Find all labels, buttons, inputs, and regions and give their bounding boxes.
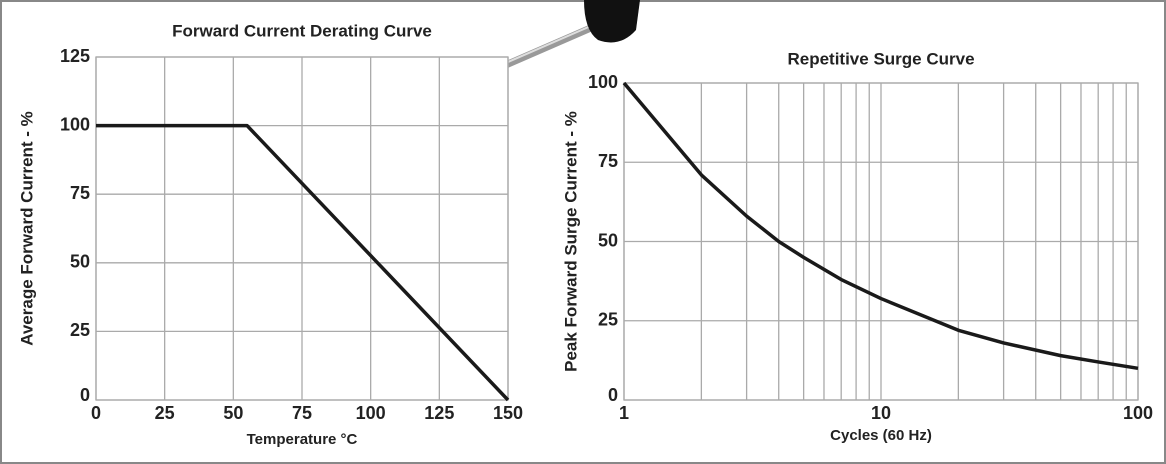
x-tick-label: 150 — [493, 403, 523, 423]
y-tick-label: 125 — [60, 46, 90, 66]
y-tick-label: 25 — [70, 320, 90, 340]
y-tick-label: 75 — [70, 183, 90, 203]
x-tick-label: 100 — [356, 403, 386, 423]
x-axis-label: Temperature °C — [247, 431, 358, 448]
y-tick-label: 50 — [598, 230, 618, 250]
x-tick-label: 1 — [619, 403, 629, 423]
x-tick-label: 125 — [424, 403, 454, 423]
x-tick-label: 25 — [155, 403, 175, 423]
y-axis-label: Average Forward Current - % — [17, 111, 36, 346]
plot-border — [623, 82, 1139, 401]
x-axis-label: Cycles (60 Hz) — [830, 427, 932, 444]
y-tick-label: 25 — [598, 310, 618, 330]
x-tick-label: 100 — [1123, 403, 1153, 423]
x-tick-label: 0 — [91, 403, 101, 423]
y-tick-label: 50 — [70, 252, 90, 272]
x-tick-label: 75 — [292, 403, 312, 423]
y-tick-label: 100 — [60, 114, 90, 134]
data-line — [622, 81, 1139, 371]
data-line — [96, 123, 510, 402]
y-tick-label: 0 — [608, 385, 618, 405]
y-tick-label: 100 — [588, 72, 618, 92]
chart-title: Forward Current Derating Curve — [172, 21, 432, 40]
chart-title: Repetitive Surge Curve — [787, 49, 974, 68]
plot-border — [95, 56, 509, 401]
y-axis-label: Peak Forward Surge Current - % — [561, 111, 580, 372]
y-tick-label: 75 — [598, 151, 618, 171]
y-tick-label: 0 — [80, 385, 90, 405]
x-tick-label: 10 — [871, 403, 891, 423]
x-tick-label: 50 — [223, 403, 243, 423]
